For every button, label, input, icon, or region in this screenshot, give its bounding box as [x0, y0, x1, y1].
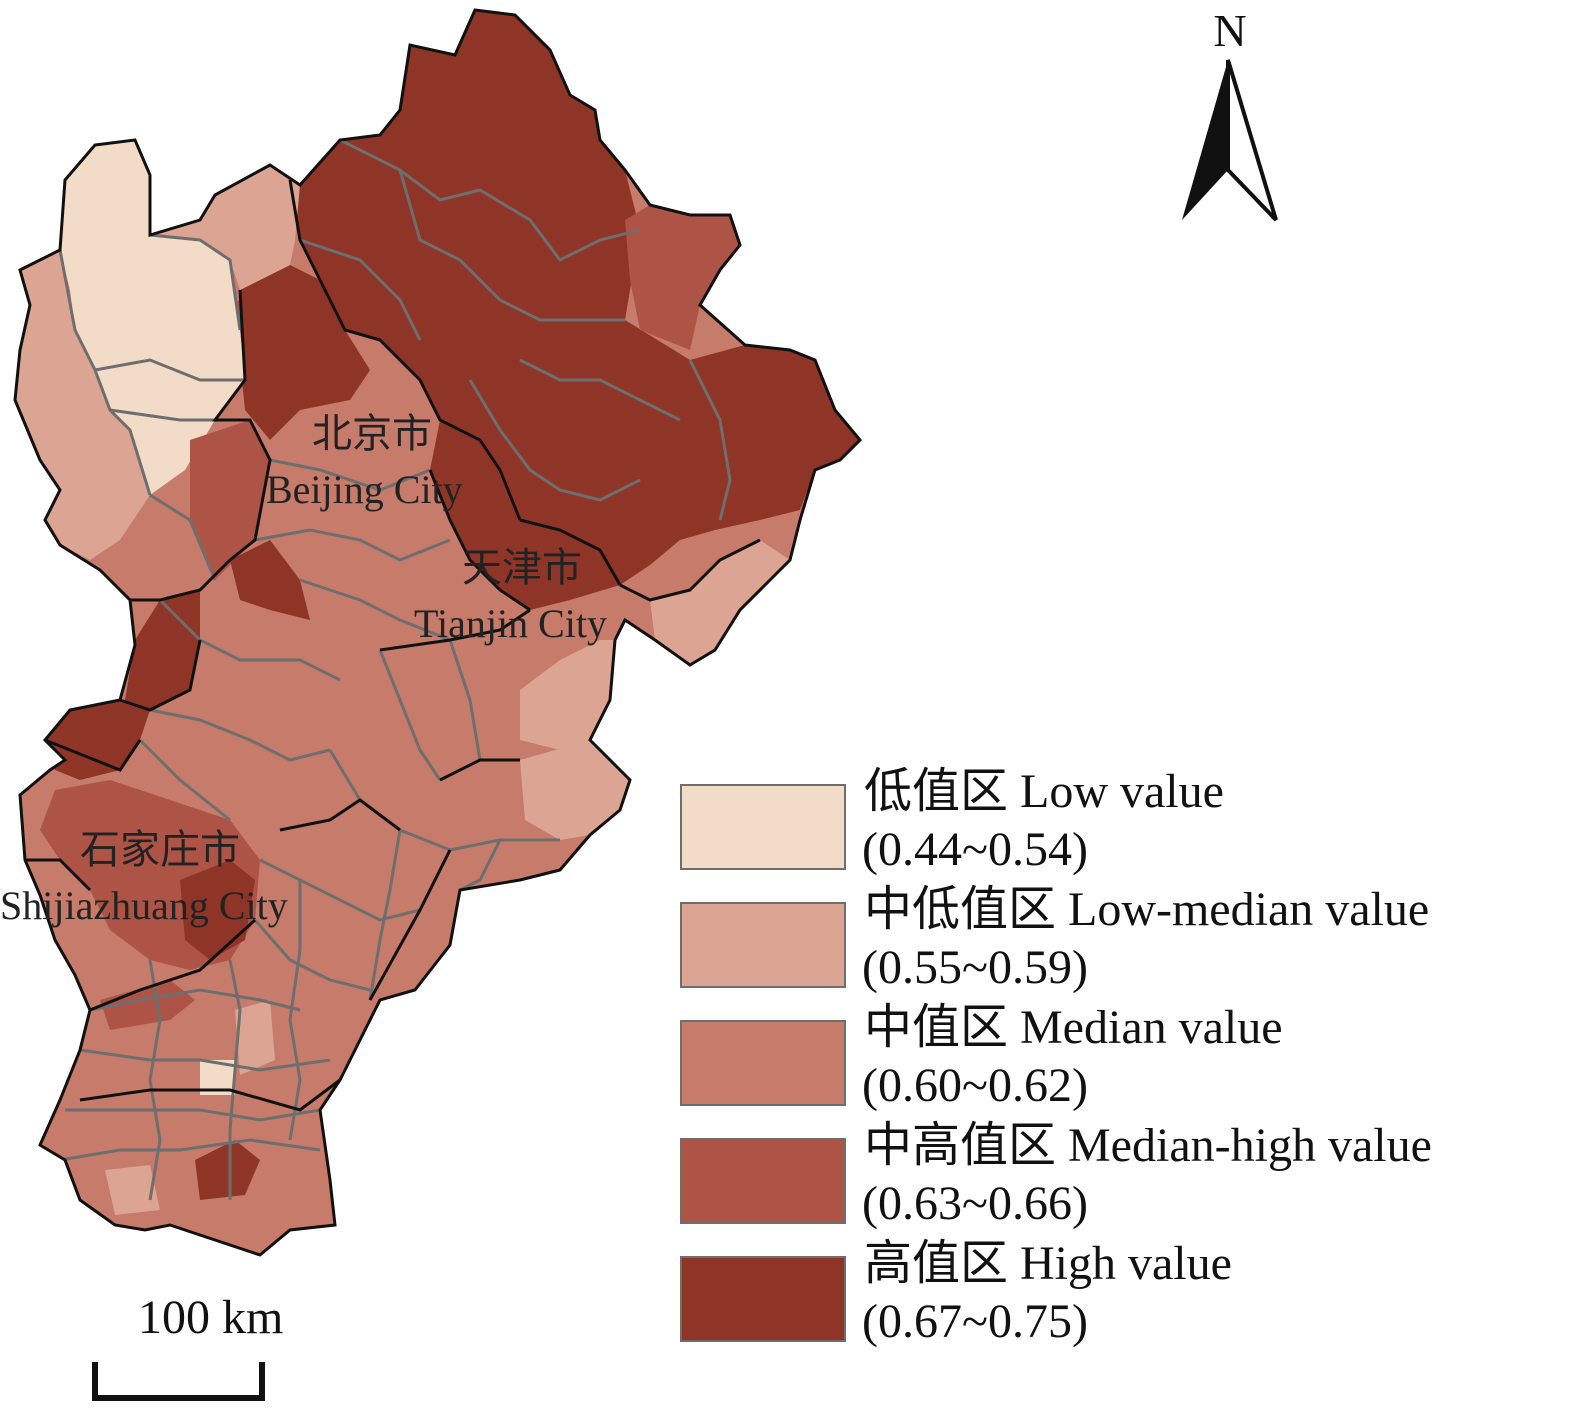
legend-label: 中值区 Median value — [864, 1001, 1283, 1054]
shijiazhuang-label-en: Shijiazhuang City — [0, 883, 288, 928]
zone-low-median-north — [150, 165, 300, 290]
zone-low-median-coast — [520, 640, 615, 750]
legend-item-high: 高值区 High value (0.67~0.75) — [680, 1232, 1560, 1350]
legend-range: (0.67~0.75) — [862, 1295, 1088, 1348]
tianjin-label-en: Tianjin City — [414, 601, 608, 646]
county-borders — [58, 138, 732, 1201]
zone-low-median-south-3 — [105, 1165, 160, 1215]
scale-bar-label: 100 km — [138, 1291, 284, 1344]
zone-low-median-south-1 — [235, 1000, 275, 1075]
zone-high-southwest — [45, 700, 150, 780]
zone-high-beijing-core — [430, 420, 620, 610]
shijiazhuang-label-cn: 石家庄市 — [80, 827, 240, 872]
zone-low-median-tianjin — [650, 540, 790, 665]
scale-bar — [92, 1362, 265, 1401]
zone-low-median-west — [15, 250, 150, 560]
zone-high-west-band — [230, 540, 310, 620]
legend-item-low: 低值区 Low value (0.44~0.54) — [680, 760, 1560, 878]
legend-item-median: 中值区 Median value (0.60~0.62) — [680, 996, 1560, 1114]
legend-label: 低值区 Low value — [864, 765, 1224, 818]
legend-range: (0.63~0.66) — [862, 1177, 1088, 1230]
legend-range: (0.44~0.54) — [862, 823, 1088, 876]
zone-high-south — [195, 1140, 260, 1200]
zone-median-high-west — [190, 420, 270, 580]
city-borders — [25, 179, 761, 1112]
north-letter: N — [1213, 5, 1247, 56]
zone-high-north — [290, 10, 860, 585]
zone-low-median-southeast — [520, 740, 630, 840]
zone-low-median-south-2 — [200, 1060, 235, 1095]
legend-swatch-low-median — [680, 902, 846, 988]
north-arrow: N — [1180, 8, 1280, 228]
zone-median-high-south — [100, 980, 195, 1030]
legend-item-low-median: 中低值区 Low-median value (0.55~0.59) — [680, 878, 1560, 996]
region-outline — [13, 8, 863, 1257]
tianjin-label-cn: 天津市 — [462, 545, 582, 590]
legend-label: 高值区 High value — [864, 1237, 1232, 1290]
zone-high-shijiazhuang — [180, 860, 255, 960]
legend-range: (0.55~0.59) — [862, 941, 1088, 994]
beijing-label-en: Beijing City — [266, 467, 463, 512]
legend-swatch-median — [680, 1020, 846, 1106]
beijing-label-cn: 北京市 — [312, 411, 432, 456]
zone-low-northwest — [60, 140, 245, 495]
legend-range: (0.60~0.62) — [862, 1059, 1088, 1112]
legend-label: 中低值区 Low-median value — [864, 883, 1430, 936]
zone-high-northwest — [240, 265, 370, 440]
legend-item-median-high: 中高值区 Median-high value (0.63~0.66) — [680, 1114, 1560, 1232]
legend-swatch-median-high — [680, 1138, 846, 1224]
legend-label: 中高值区 Median-high value — [864, 1119, 1432, 1172]
legend-swatch-low — [680, 784, 846, 870]
county-fills — [15, 10, 860, 1255]
legend-swatch-high — [680, 1256, 846, 1342]
north-arrow-icon — [1182, 59, 1278, 222]
zone-median-high-east — [625, 205, 740, 350]
